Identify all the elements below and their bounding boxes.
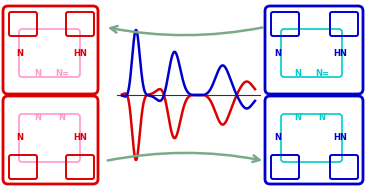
- Text: N: N: [294, 112, 301, 122]
- Text: HN: HN: [73, 49, 87, 57]
- Text: N: N: [275, 132, 282, 142]
- Text: HN: HN: [333, 132, 347, 142]
- Text: N=: N=: [55, 70, 69, 78]
- Text: HN: HN: [73, 132, 87, 142]
- FancyArrowPatch shape: [108, 153, 260, 162]
- Text: N=: N=: [315, 70, 329, 78]
- Text: N: N: [34, 112, 42, 122]
- Text: N: N: [34, 70, 42, 78]
- Text: N: N: [319, 112, 325, 122]
- FancyArrowPatch shape: [110, 26, 262, 35]
- Text: N: N: [16, 49, 24, 57]
- Text: N: N: [16, 132, 24, 142]
- Text: N: N: [294, 70, 301, 78]
- Text: N: N: [58, 112, 65, 122]
- Text: HN: HN: [333, 49, 347, 57]
- Text: N: N: [275, 49, 282, 57]
